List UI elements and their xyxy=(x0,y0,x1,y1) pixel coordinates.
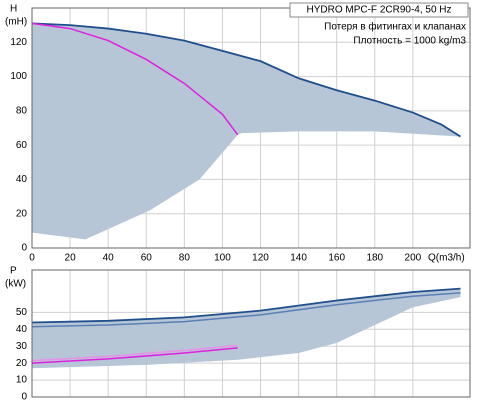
curve xyxy=(31,344,238,362)
y-tick-label: 60 xyxy=(16,140,28,151)
x-tick-label: 180 xyxy=(366,253,383,264)
operating-area xyxy=(32,23,461,240)
curve xyxy=(31,292,461,328)
y-tick-label: 80 xyxy=(16,105,28,116)
x-tick-label: 0 xyxy=(29,253,35,264)
curve xyxy=(31,347,238,364)
y-tick-label: 120 xyxy=(10,37,27,48)
curve xyxy=(31,22,239,136)
curve xyxy=(31,287,461,324)
plot-frame xyxy=(31,7,471,249)
curve xyxy=(31,22,461,138)
x-tick-label: 20 xyxy=(65,253,77,264)
y-tick-label: 100 xyxy=(10,71,27,82)
x-tick-label: 120 xyxy=(252,253,269,264)
legend-box xyxy=(289,2,469,18)
y-axis-unit: (kW) xyxy=(5,279,26,290)
x-tick-label: 60 xyxy=(141,253,153,264)
y-tick-label: 0 xyxy=(21,392,27,400)
y-tick-label: 20 xyxy=(16,358,28,369)
x-tick-label: 160 xyxy=(328,253,345,264)
y-tick-label: 40 xyxy=(16,174,28,185)
x-tick-label: 40 xyxy=(103,253,115,264)
annotation: Потеря в фитингах и клапанах xyxy=(324,21,466,33)
y-axis-label: H xyxy=(10,4,17,15)
y-tick-label: 40 xyxy=(16,324,28,335)
chart-title: HYDRO MPC-F 2CR90-4, 50 Hz xyxy=(306,5,451,16)
x-tick-label: 200 xyxy=(405,253,422,264)
annotation: Плотность = 1000 kg/m3 xyxy=(353,36,466,47)
x-tick-label: 140 xyxy=(290,253,307,264)
y-tick-label: 0 xyxy=(21,243,27,254)
y-tick-label: 30 xyxy=(16,341,28,352)
plot-frame xyxy=(31,269,471,398)
y-tick-label: 10 xyxy=(16,375,28,386)
y-axis-unit: (mH) xyxy=(5,17,27,28)
x-tick-label: 100 xyxy=(214,253,231,264)
y-axis-label: P xyxy=(10,266,17,277)
y-tick-label: 20 xyxy=(16,208,28,219)
x-tick-label: 80 xyxy=(179,253,191,264)
x-axis-label: Q(m3/h) xyxy=(428,253,465,264)
operating-area xyxy=(32,288,461,369)
y-tick-label: 50 xyxy=(16,307,28,318)
